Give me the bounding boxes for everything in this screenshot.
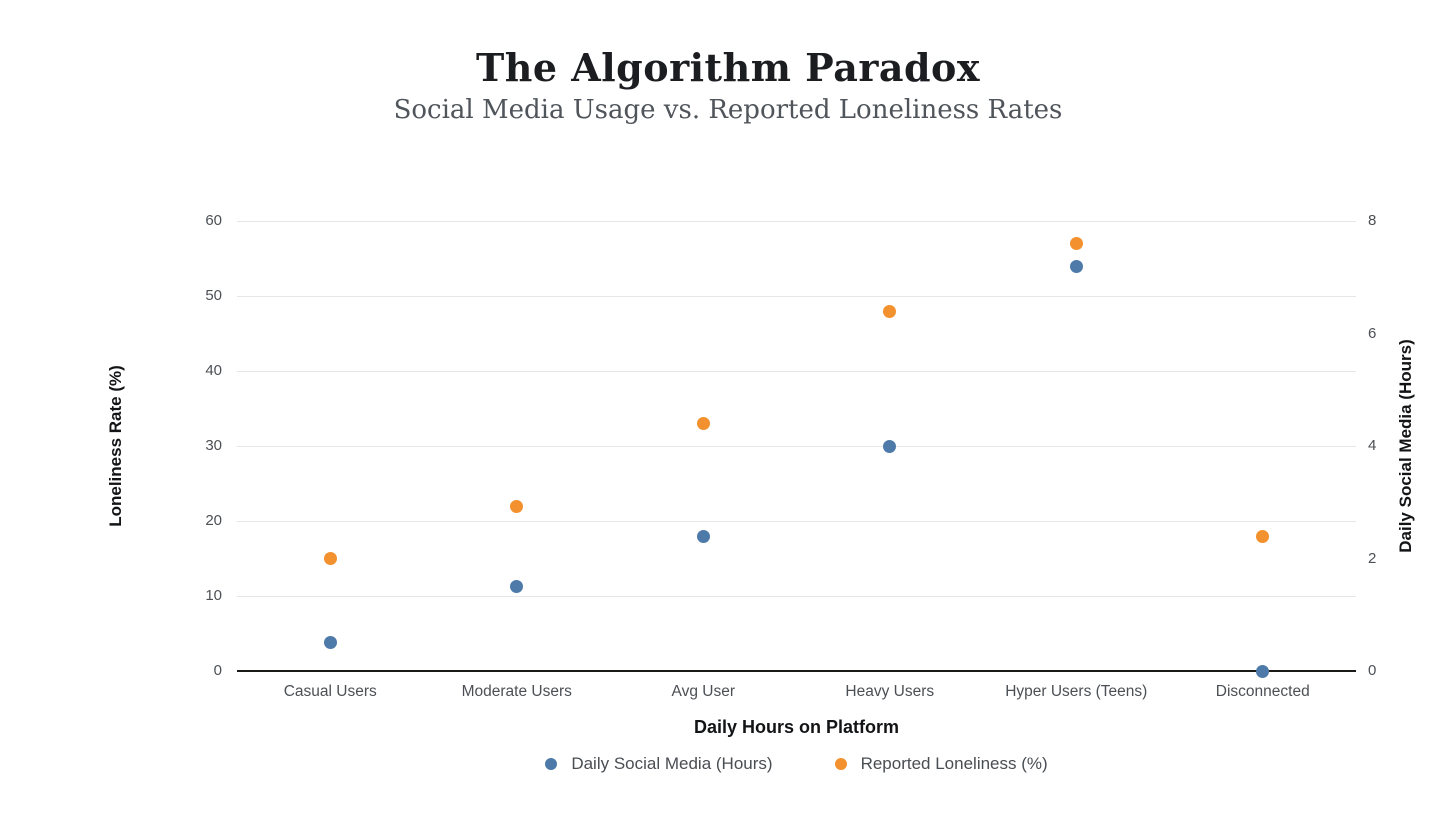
y-axis-tick-label-right: 2 [1368,549,1377,567]
data-point[interactable] [323,552,337,565]
y-axis-tick-label-left: 20 [205,512,222,529]
gridline [237,520,1356,522]
data-point[interactable] [883,439,897,453]
y-axis-label-left: Loneliness Rate (%) [106,365,125,527]
gridline [237,445,1356,447]
data-point[interactable] [510,499,524,513]
gridline [237,370,1356,372]
y-axis-tick-label-left: 0 [213,662,222,679]
y-axis-tick-label-left: 10 [205,587,222,604]
x-axis-line [237,670,1356,672]
data-point[interactable] [1256,664,1270,678]
y-axis-tick-label-left: 60 [205,212,222,229]
x-axis-tick-label: Casual Users [283,683,377,700]
chart-legend: Daily Social Media (Hours) Reported Lone… [237,751,1356,777]
gridline [237,220,1356,222]
chart-title: The Algorithm Paradox [475,45,981,90]
legend-marker-orange-icon [834,758,847,770]
x-axis-tick-label: Heavy Users [845,683,935,700]
y-axis-tick-label-right: 0 [1368,662,1377,679]
x-axis-tick-label: Moderate Users [461,683,572,700]
y-axis-tick-label-right: 8 [1368,212,1377,229]
data-point[interactable] [696,417,710,430]
y-axis-tick-label-left: 50 [205,287,222,304]
data-point[interactable] [1256,529,1270,543]
data-point[interactable] [323,636,337,650]
data-point[interactable] [696,529,710,543]
x-axis-tick-label: Avg User [671,683,735,700]
y-axis-tick-label-left: 30 [205,437,222,454]
legend-label: Daily Social Media (Hours) [571,754,773,773]
gridline [237,595,1356,597]
y-axis-tick-label-right: 6 [1368,324,1377,342]
x-axis-title: Daily Hours on Platform [693,717,900,737]
y-axis-tick-label-left: 40 [205,362,222,379]
legend-item-reported-loneliness[interactable]: Reported Loneliness (%) [834,754,1048,774]
x-axis-tick-label: Hyper Users (Teens) [1005,683,1148,700]
data-point[interactable] [883,304,897,318]
legend-item-daily-social-media[interactable]: Daily Social Media (Hours) [545,754,773,774]
y-axis-label-right: Daily Social Media (Hours) [1396,339,1415,553]
legend-marker-blue-icon [545,758,558,770]
data-point[interactable] [1069,237,1083,250]
gridline [237,295,1356,297]
data-point[interactable] [510,580,524,594]
y-axis-tick-label-right: 4 [1368,437,1377,454]
legend-label: Reported Loneliness (%) [860,754,1048,773]
chart-subtitle: Social Media Usage vs. Reported Loneline… [393,95,1063,125]
x-axis-tick-label: Disconnected [1215,683,1310,700]
data-point[interactable] [1069,259,1083,273]
